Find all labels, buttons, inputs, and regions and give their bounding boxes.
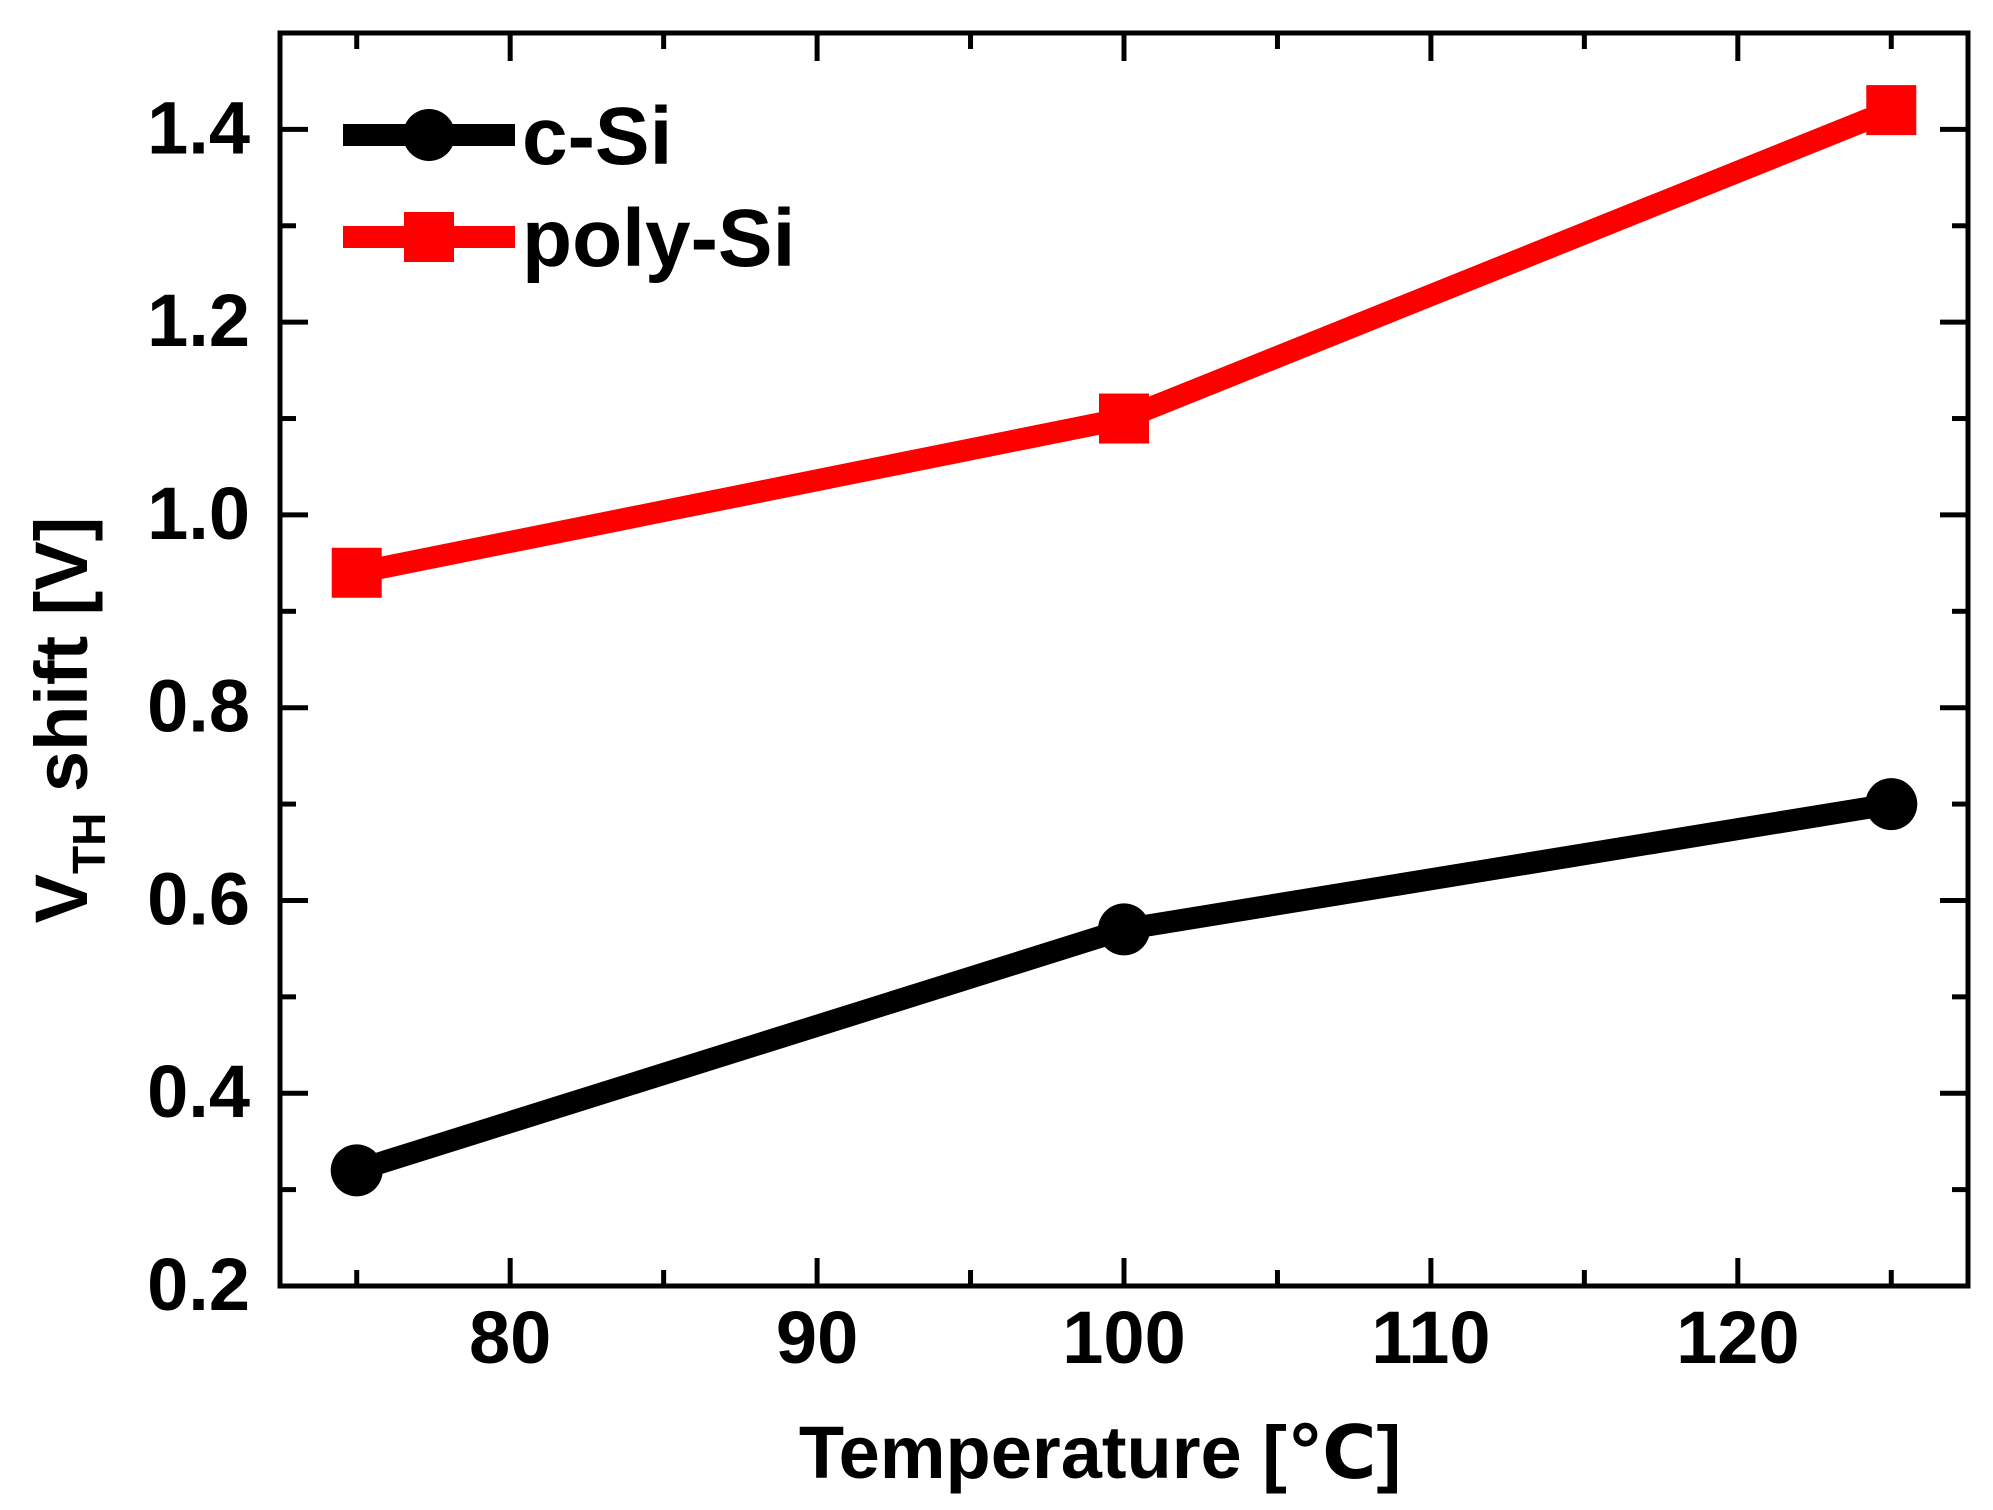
data-point-marker <box>1099 393 1149 444</box>
y-tick-label: 0.4 <box>147 1050 250 1133</box>
x-tick-label: 120 <box>1676 1296 1799 1379</box>
series-layer <box>330 85 1918 1197</box>
legend-circle-marker <box>403 109 455 161</box>
data-point-marker <box>331 547 382 598</box>
y-tick-label: 1.0 <box>147 472 250 555</box>
x-tick-label: 80 <box>469 1296 551 1379</box>
y-axis-title: VTH shift [V] <box>20 517 115 924</box>
data-point-marker <box>330 1144 383 1197</box>
y-tick-label: 0.6 <box>147 857 250 940</box>
y-tick-label: 1.4 <box>147 86 250 169</box>
legend: c-Si poly-Si <box>343 91 795 284</box>
legend-entry-c-Si: c-Si <box>343 91 672 182</box>
legend-square-marker <box>404 212 454 262</box>
x-tick-label: 100 <box>1062 1296 1185 1379</box>
y-tick-label: 0.2 <box>147 1243 250 1326</box>
x-axis-title: Temperature [℃] <box>799 1411 1401 1494</box>
y-tick-label: 1.2 <box>147 279 250 362</box>
y-tick-label: 0.8 <box>147 665 250 748</box>
data-point-marker <box>1865 778 1918 831</box>
x-tick-label: 90 <box>776 1296 858 1379</box>
x-tick-label: 110 <box>1371 1296 1490 1379</box>
legend-label: c-Si <box>522 91 672 182</box>
legend-entry-poly-Si: poly-Si <box>343 193 795 284</box>
data-point-marker <box>1098 903 1150 956</box>
legend-label: poly-Si <box>522 193 795 284</box>
data-point-marker <box>1866 85 1917 136</box>
axes-ticks <box>280 33 1968 1289</box>
series-line-c-Si <box>345 793 1903 1182</box>
